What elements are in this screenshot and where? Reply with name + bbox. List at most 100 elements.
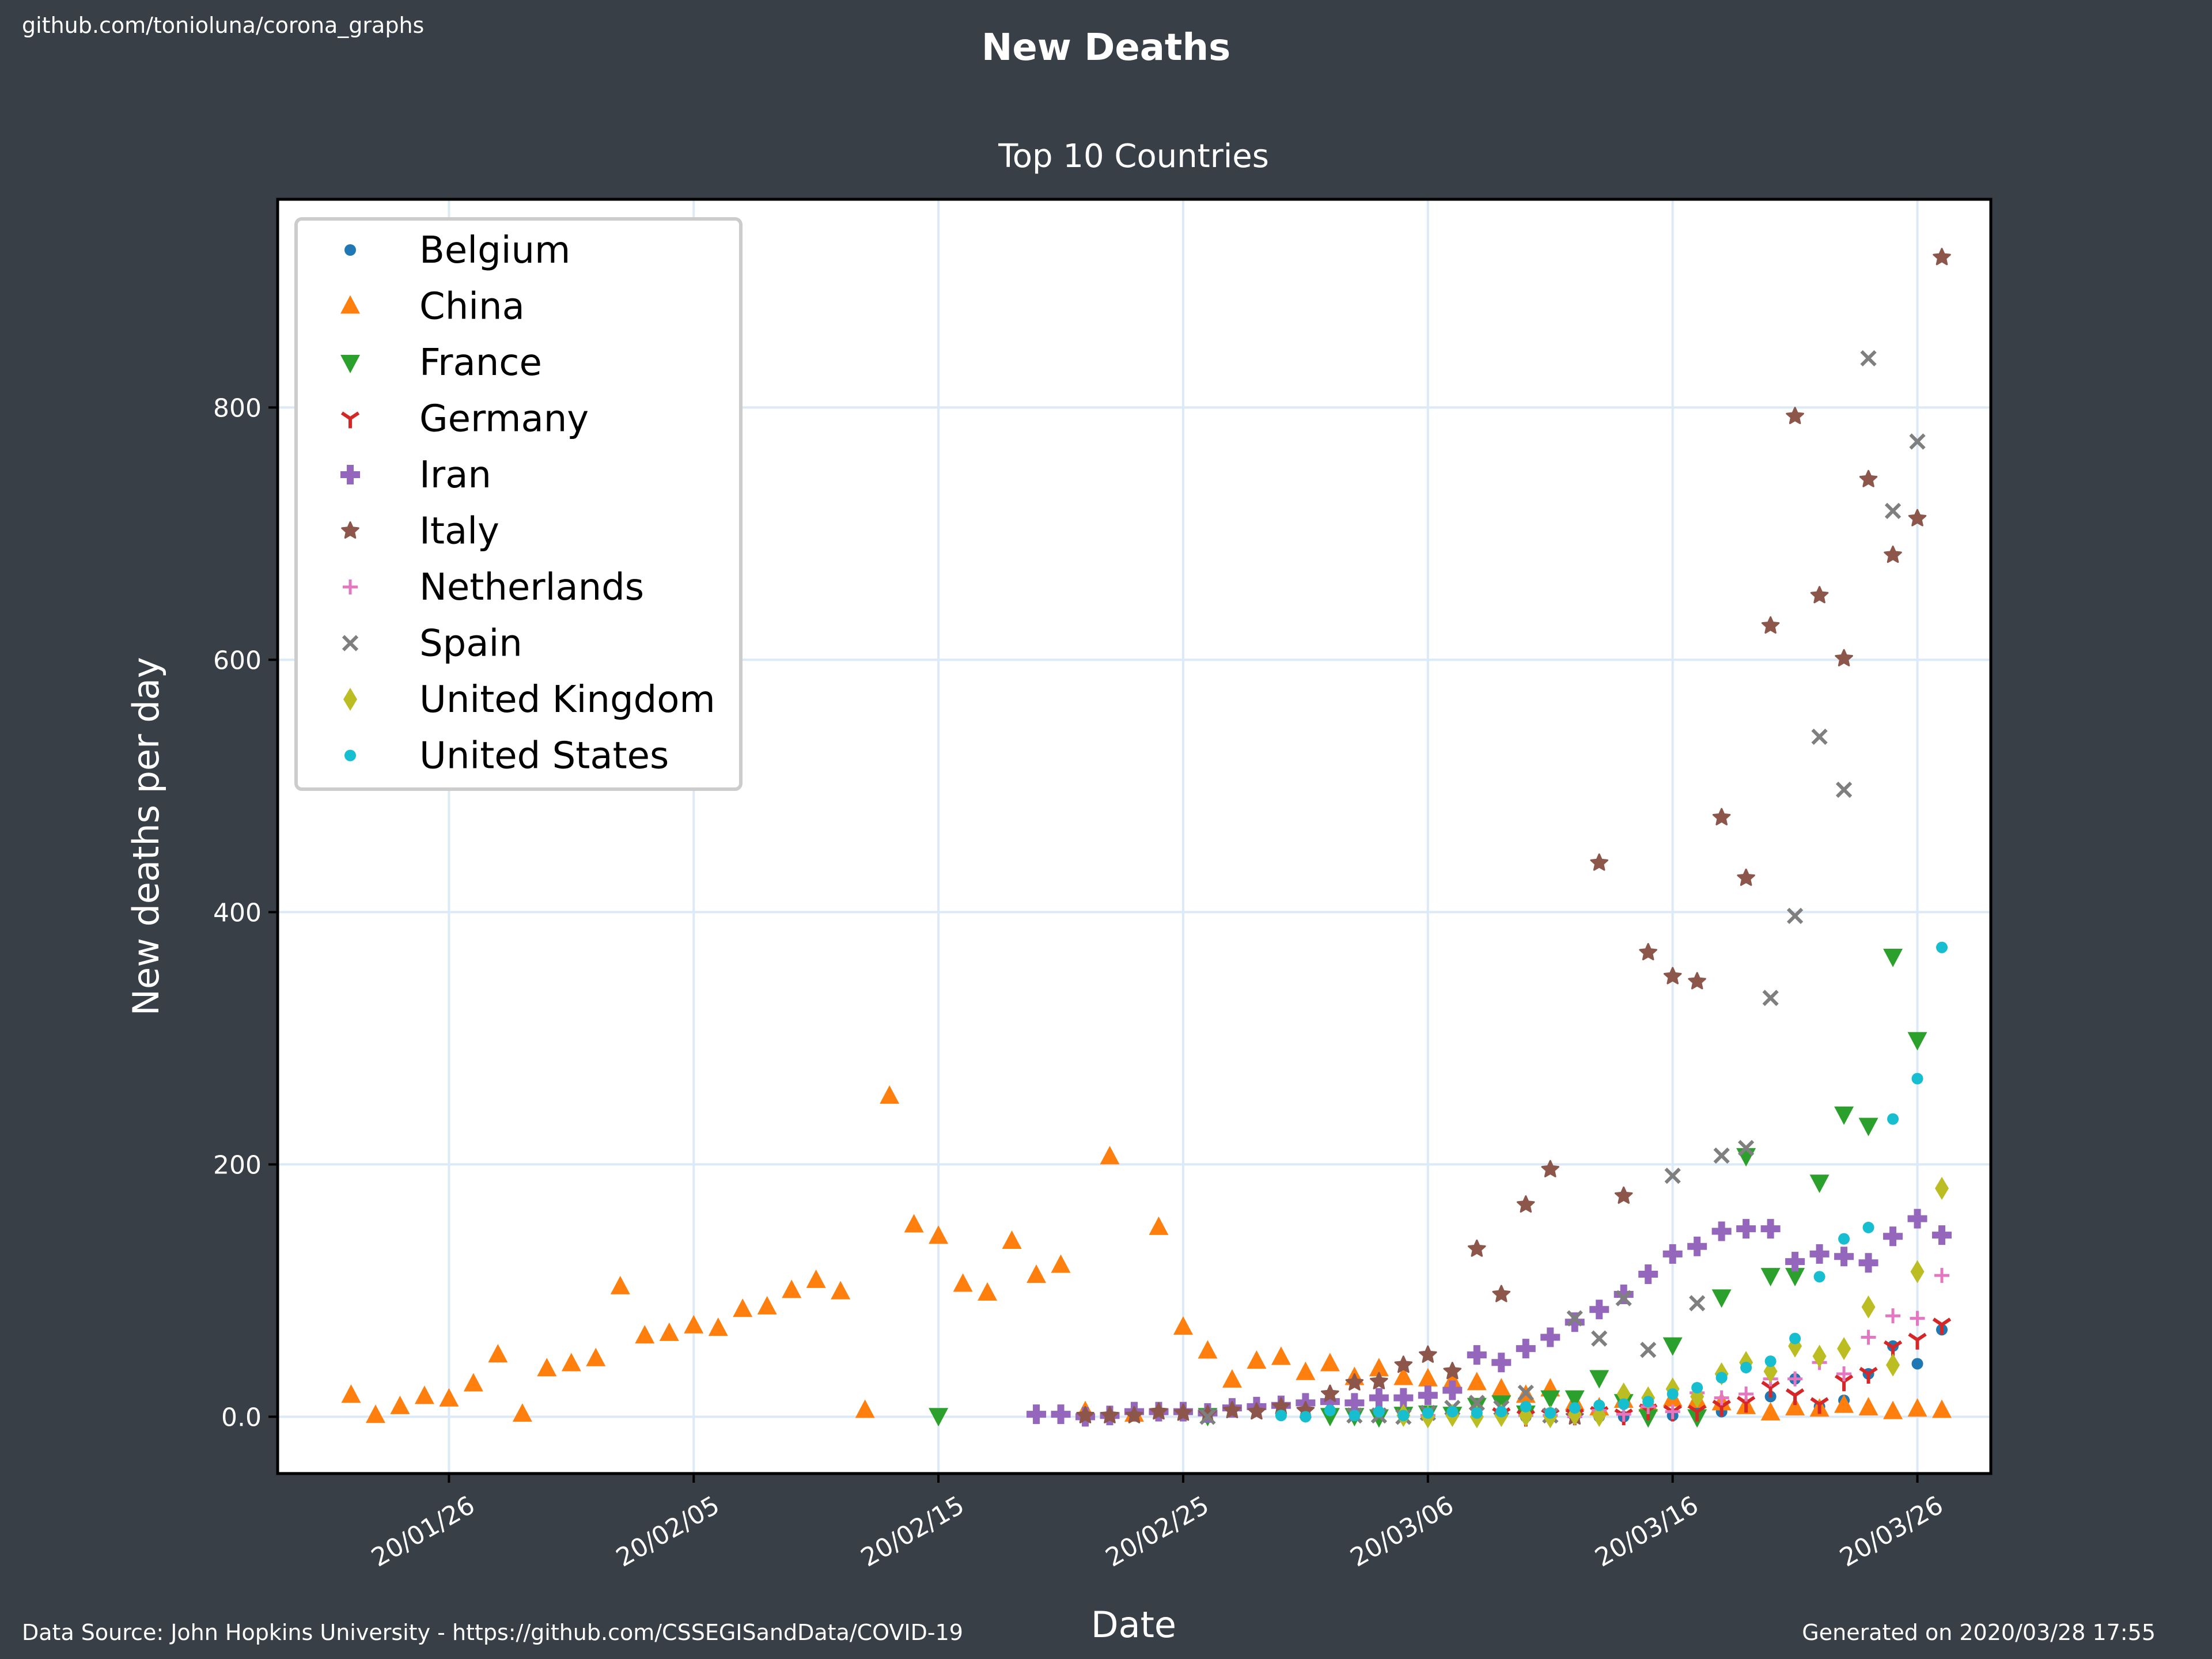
data-point	[684, 1315, 704, 1334]
legend-entry-label: France	[419, 342, 542, 384]
data-point	[1565, 1312, 1585, 1332]
legend-entry-label: Germany	[419, 398, 589, 441]
data-point	[1936, 941, 1948, 953]
data-point	[1911, 1358, 1923, 1370]
x-tick-label: 20/02/15	[856, 1490, 969, 1573]
data-point	[1491, 1378, 1512, 1397]
x-tick-label: 20/02/25	[1101, 1490, 1214, 1573]
data-point	[880, 1085, 900, 1104]
data-point	[1736, 1396, 1756, 1413]
data-point	[1909, 433, 1926, 450]
data-point	[1714, 1390, 1729, 1406]
data-point	[1222, 1369, 1242, 1388]
grid	[278, 199, 1991, 1474]
data-point	[1688, 972, 1706, 990]
data-point	[1589, 1300, 1609, 1320]
data-point	[1393, 1366, 1414, 1385]
data-point	[1640, 1342, 1657, 1358]
data-point	[1809, 1175, 1830, 1194]
data-point	[1835, 781, 1853, 798]
data-point	[488, 1344, 508, 1363]
data-point	[1810, 586, 1829, 604]
legend: Belgium China France Germany Iran Italy Nether…	[294, 217, 743, 791]
data-point	[1738, 1139, 1755, 1157]
data-point	[414, 1385, 434, 1404]
data-point	[1349, 1410, 1361, 1422]
data-point	[1174, 1403, 1192, 1421]
data-point	[1907, 1398, 1927, 1417]
data-point	[1787, 1371, 1803, 1387]
data-point	[1665, 1404, 1680, 1419]
data-point	[806, 1269, 826, 1288]
data-point	[1785, 1252, 1805, 1272]
data-point	[1492, 1285, 1511, 1302]
data-point	[1911, 1073, 1923, 1085]
data-point	[1100, 1146, 1120, 1165]
series-united-states	[1275, 941, 1948, 1423]
data-point	[1639, 943, 1657, 961]
data-point	[1468, 1239, 1486, 1257]
data-point	[1642, 1396, 1654, 1408]
data-point	[1369, 1358, 1389, 1377]
data-point	[1736, 1219, 1756, 1239]
data-point	[1321, 1384, 1339, 1402]
data-point	[1712, 808, 1731, 825]
data-point	[1884, 502, 1902, 520]
data-point	[439, 1388, 459, 1407]
data-point	[1638, 1264, 1658, 1284]
data-point	[659, 1322, 679, 1341]
data-point	[1862, 1221, 1874, 1233]
data-point	[1859, 469, 1878, 487]
data-point	[831, 1281, 851, 1300]
data-point	[929, 1408, 949, 1427]
data-point	[1591, 1330, 1608, 1347]
data-point	[1932, 1399, 1952, 1418]
legend-entry-label: United States	[419, 735, 669, 778]
data-point	[1468, 1395, 1485, 1411]
data-point	[1858, 1118, 1878, 1137]
data-point	[1100, 1406, 1119, 1423]
data-point	[1393, 1388, 1414, 1408]
data-point	[1027, 1404, 1047, 1425]
data-point	[1715, 1372, 1728, 1384]
data-point	[1785, 1397, 1805, 1416]
data-point	[1812, 1344, 1827, 1368]
main-title: New Deaths	[981, 26, 1231, 69]
legend-entry-label: Iran	[419, 454, 491, 497]
data-point	[1320, 1353, 1340, 1372]
data-point	[1712, 1399, 1731, 1416]
data-point	[1910, 1260, 1925, 1283]
data-point	[1687, 1236, 1707, 1256]
data-point	[1813, 1271, 1825, 1283]
legend-box	[294, 217, 743, 791]
data-point	[1590, 853, 1608, 871]
data-point	[1419, 1345, 1437, 1363]
data-point	[1760, 1219, 1781, 1239]
data-point	[1907, 1209, 1927, 1229]
data-point	[1345, 1373, 1364, 1391]
legend-marker	[342, 635, 359, 652]
data-point	[1910, 1310, 1925, 1326]
data-point	[953, 1273, 973, 1292]
data-point	[1125, 1406, 1143, 1423]
data-point	[1738, 1387, 1754, 1402]
footer-generated-timestamp: Generated on 2020/03/28 17:55	[1802, 1620, 2156, 1645]
data-point	[782, 1279, 802, 1298]
data-point	[635, 1325, 655, 1344]
x-axis-label: Date	[1091, 1604, 1176, 1646]
data-point	[365, 1404, 385, 1423]
source-url: github.com/tonioluna/corona_graphs	[22, 13, 425, 38]
data-point	[1199, 1408, 1216, 1425]
data-point	[1662, 1337, 1683, 1356]
data-point	[1394, 1355, 1413, 1373]
data-point	[855, 1399, 875, 1418]
legend-marker	[340, 295, 360, 314]
data-point	[978, 1282, 998, 1301]
data-point	[1887, 1113, 1899, 1125]
legend-marker	[344, 244, 356, 256]
y-axis-label: New deaths per day	[125, 657, 167, 1016]
legend-marker	[340, 465, 360, 484]
data-point	[1934, 1268, 1950, 1283]
data-point	[1761, 1380, 1780, 1398]
